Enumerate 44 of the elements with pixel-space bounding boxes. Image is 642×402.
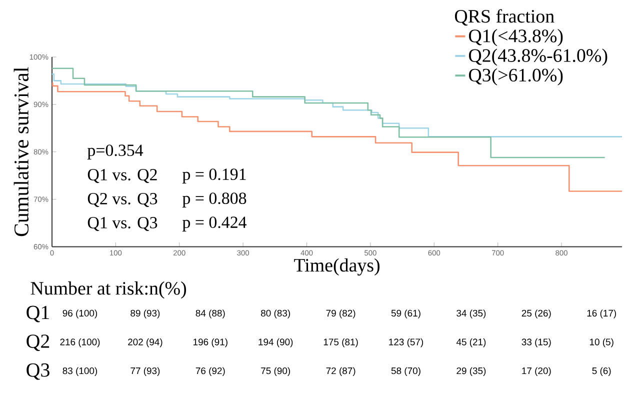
text: 58 (70) [391, 367, 420, 376]
legend-title: QRS fraction [454, 9, 554, 26]
annotation: Q2 vs. Q3 [88, 193, 158, 207]
text: Q3 [26, 363, 50, 380]
text: 75 (90) [261, 367, 290, 376]
text: 202 (94) [128, 338, 162, 348]
text: 80 (83) [261, 310, 290, 318]
legend-label: Q2(43.8%-61.0%) [468, 48, 608, 66]
text: 96 (100) [62, 310, 98, 318]
text: 196 (91) [194, 338, 228, 348]
annotation: p = 0.191 [182, 168, 246, 184]
text: 77 (93) [130, 367, 160, 376]
x-axis-title: Time(days) [294, 258, 380, 276]
text: 83 (100) [62, 367, 98, 376]
annotation: p = 0.808 [182, 192, 246, 208]
annotation: p=0.354 [87, 144, 144, 160]
text: 29 (35) [456, 367, 486, 376]
annotation: Q1 vs. Q2 [88, 169, 157, 183]
text: 17 (20) [522, 367, 551, 376]
text: 72 (87) [326, 367, 356, 376]
text: 89 (93) [130, 310, 160, 318]
legend-label: Q1(<43.8%) [468, 29, 563, 46]
text: 79 (82) [326, 310, 356, 318]
text: 59 (61) [391, 310, 420, 318]
text: 123 (57) [389, 338, 424, 348]
text: 33 (15) [522, 338, 551, 348]
text: 25 (26) [522, 310, 551, 318]
annotation: p = 0.424 [182, 216, 247, 232]
text: 10 (5) [590, 338, 614, 348]
text: Q2 [26, 334, 50, 352]
y-axis-title: Cumulative survival [14, 67, 29, 236]
text: 34 (35) [456, 310, 486, 318]
text: Number at risk:n(%) [30, 281, 186, 299]
annotation: Q1 vs. Q3 [88, 217, 158, 231]
text: Q1 [26, 306, 49, 322]
text: 175 (81) [324, 338, 358, 348]
text: 76 (92) [196, 367, 225, 376]
text: 84 (88) [196, 310, 225, 318]
legend-label: Q3(>61.0%) [468, 68, 563, 86]
text: 45 (21) [456, 338, 486, 348]
text: 5 (6) [592, 367, 611, 376]
text: 194 (90) [258, 338, 293, 348]
text: 16 (17) [587, 310, 616, 318]
text: 216 (100) [60, 338, 100, 348]
